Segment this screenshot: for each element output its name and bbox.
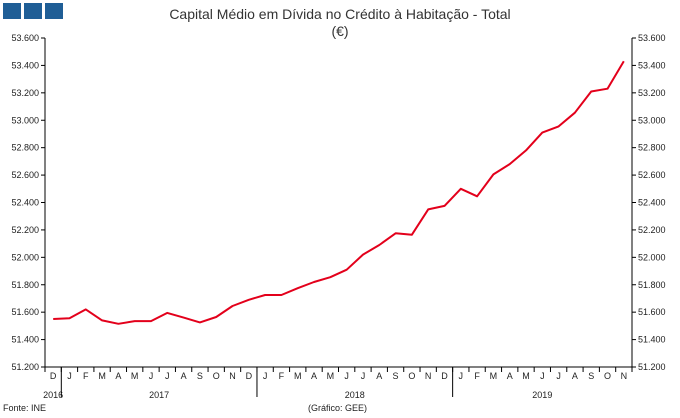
y-tick-label-right: 53.600 xyxy=(638,33,666,43)
x-tick-label: D xyxy=(246,371,253,381)
y-tick-label-right: 52.800 xyxy=(638,143,666,153)
y-tick-label-right: 53.200 xyxy=(638,88,666,98)
x-tick-label: M xyxy=(522,371,530,381)
year-label: 2016 xyxy=(43,390,63,400)
y-tick-label-left: 52.600 xyxy=(11,170,39,180)
x-tick-label: M xyxy=(294,371,302,381)
x-tick-label: N xyxy=(229,371,236,381)
year-label: 2017 xyxy=(149,390,169,400)
y-tick-label-left: 51.400 xyxy=(11,335,39,345)
y-tick-label-left: 53.000 xyxy=(11,115,39,125)
x-tick-label: J xyxy=(67,371,72,381)
x-tick-label: J xyxy=(556,371,561,381)
chart-title: Capital Médio em Dívida no Crédito à Hab… xyxy=(169,6,511,22)
x-tick-label: A xyxy=(311,371,317,381)
year-label: 2018 xyxy=(345,390,365,400)
x-tick-label: A xyxy=(181,371,187,381)
chart-credit: (Gráfico: GEE) xyxy=(308,403,368,413)
x-tick-label: S xyxy=(393,371,399,381)
x-tick-label: O xyxy=(213,371,220,381)
x-tick-label: J xyxy=(165,371,170,381)
y-tick-label-right: 51.200 xyxy=(638,362,666,372)
x-tick-label: D xyxy=(50,371,57,381)
x-tick-label: F xyxy=(474,371,480,381)
y-tick-label-right: 53.400 xyxy=(638,60,666,70)
y-tick-label-left: 52.800 xyxy=(11,143,39,153)
source-note: Fonte: INE xyxy=(3,403,47,413)
x-tick-label: A xyxy=(507,371,513,381)
x-tick-label: J xyxy=(459,371,464,381)
x-tick-label: M xyxy=(327,371,335,381)
gee-logo xyxy=(3,3,64,19)
x-tick-label: M xyxy=(98,371,106,381)
x-tick-label: A xyxy=(115,371,121,381)
x-tick-label: J xyxy=(263,371,268,381)
x-tick-label: S xyxy=(588,371,594,381)
y-tick-label-right: 53.000 xyxy=(638,115,666,125)
x-tick-label: D xyxy=(441,371,448,381)
x-tick-label: O xyxy=(604,371,611,381)
y-tick-label-left: 52.000 xyxy=(11,252,39,262)
x-tick-label: M xyxy=(490,371,498,381)
y-tick-label-right: 51.600 xyxy=(638,307,666,317)
y-tick-label-left: 53.200 xyxy=(11,88,39,98)
y-tick-label-left: 52.200 xyxy=(11,225,39,235)
y-tick-label-right: 51.800 xyxy=(638,280,666,290)
x-tick-label: J xyxy=(361,371,366,381)
x-tick-label: S xyxy=(197,371,203,381)
series-line xyxy=(53,60,625,325)
x-tick-label: O xyxy=(408,371,415,381)
x-tick-label: J xyxy=(149,371,154,381)
x-tick-label: J xyxy=(540,371,545,381)
y-tick-label-left: 53.400 xyxy=(11,60,39,70)
y-tick-label-left: 51.200 xyxy=(11,362,39,372)
y-tick-label-right: 52.600 xyxy=(638,170,666,180)
y-tick-label-right: 52.200 xyxy=(638,225,666,235)
x-tick-label: F xyxy=(83,371,89,381)
x-tick-label: J xyxy=(344,371,349,381)
year-label: 2019 xyxy=(532,390,552,400)
x-tick-label: A xyxy=(572,371,578,381)
y-tick-label-left: 51.800 xyxy=(11,280,39,290)
y-tick-label-left: 53.600 xyxy=(11,33,39,43)
x-tick-label: N xyxy=(621,371,628,381)
chart-subtitle: (€) xyxy=(331,23,349,39)
x-tick-label: F xyxy=(279,371,285,381)
y-tick-label-right: 51.400 xyxy=(638,335,666,345)
x-tick-label: N xyxy=(425,371,432,381)
x-tick-label: A xyxy=(376,371,382,381)
y-tick-label-left: 52.400 xyxy=(11,198,39,208)
y-tick-label-right: 52.400 xyxy=(638,198,666,208)
y-tick-label-right: 52.000 xyxy=(638,252,666,262)
y-tick-label-left: 51.600 xyxy=(11,307,39,317)
x-tick-label: M xyxy=(131,371,139,381)
